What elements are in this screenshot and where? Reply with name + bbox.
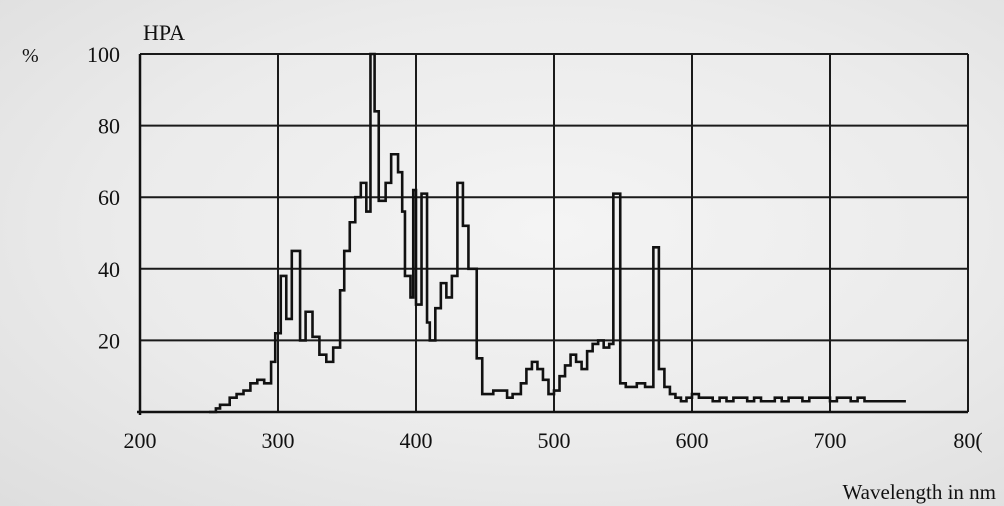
x-tick-label: 700	[814, 428, 847, 453]
chart-title: HPA	[143, 20, 185, 45]
x-tick-label: 80(	[953, 428, 982, 453]
y-axis-label: %	[22, 45, 39, 67]
y-tick-label: 100	[87, 42, 120, 67]
y-tick-label: 40	[98, 257, 120, 282]
x-axis-label: Wavelength in nm	[843, 480, 996, 504]
spectrum-line	[209, 52, 906, 414]
plot-frame	[137, 54, 969, 415]
gridlines	[140, 53, 969, 412]
y-tick-label: 20	[98, 328, 120, 353]
x-tick-label: 400	[400, 428, 433, 453]
x-tick-label: 500	[538, 428, 571, 453]
tick-labels: 200 300 400 500 600 700 80( 20 40 60 80 100	[87, 42, 983, 453]
x-tick-label: 600	[676, 428, 709, 453]
x-tick-label: 300	[262, 428, 295, 453]
y-tick-label: 60	[98, 185, 120, 210]
x-tick-label: 200	[124, 428, 157, 453]
y-tick-label: 80	[98, 114, 120, 139]
series-layer	[209, 52, 906, 414]
